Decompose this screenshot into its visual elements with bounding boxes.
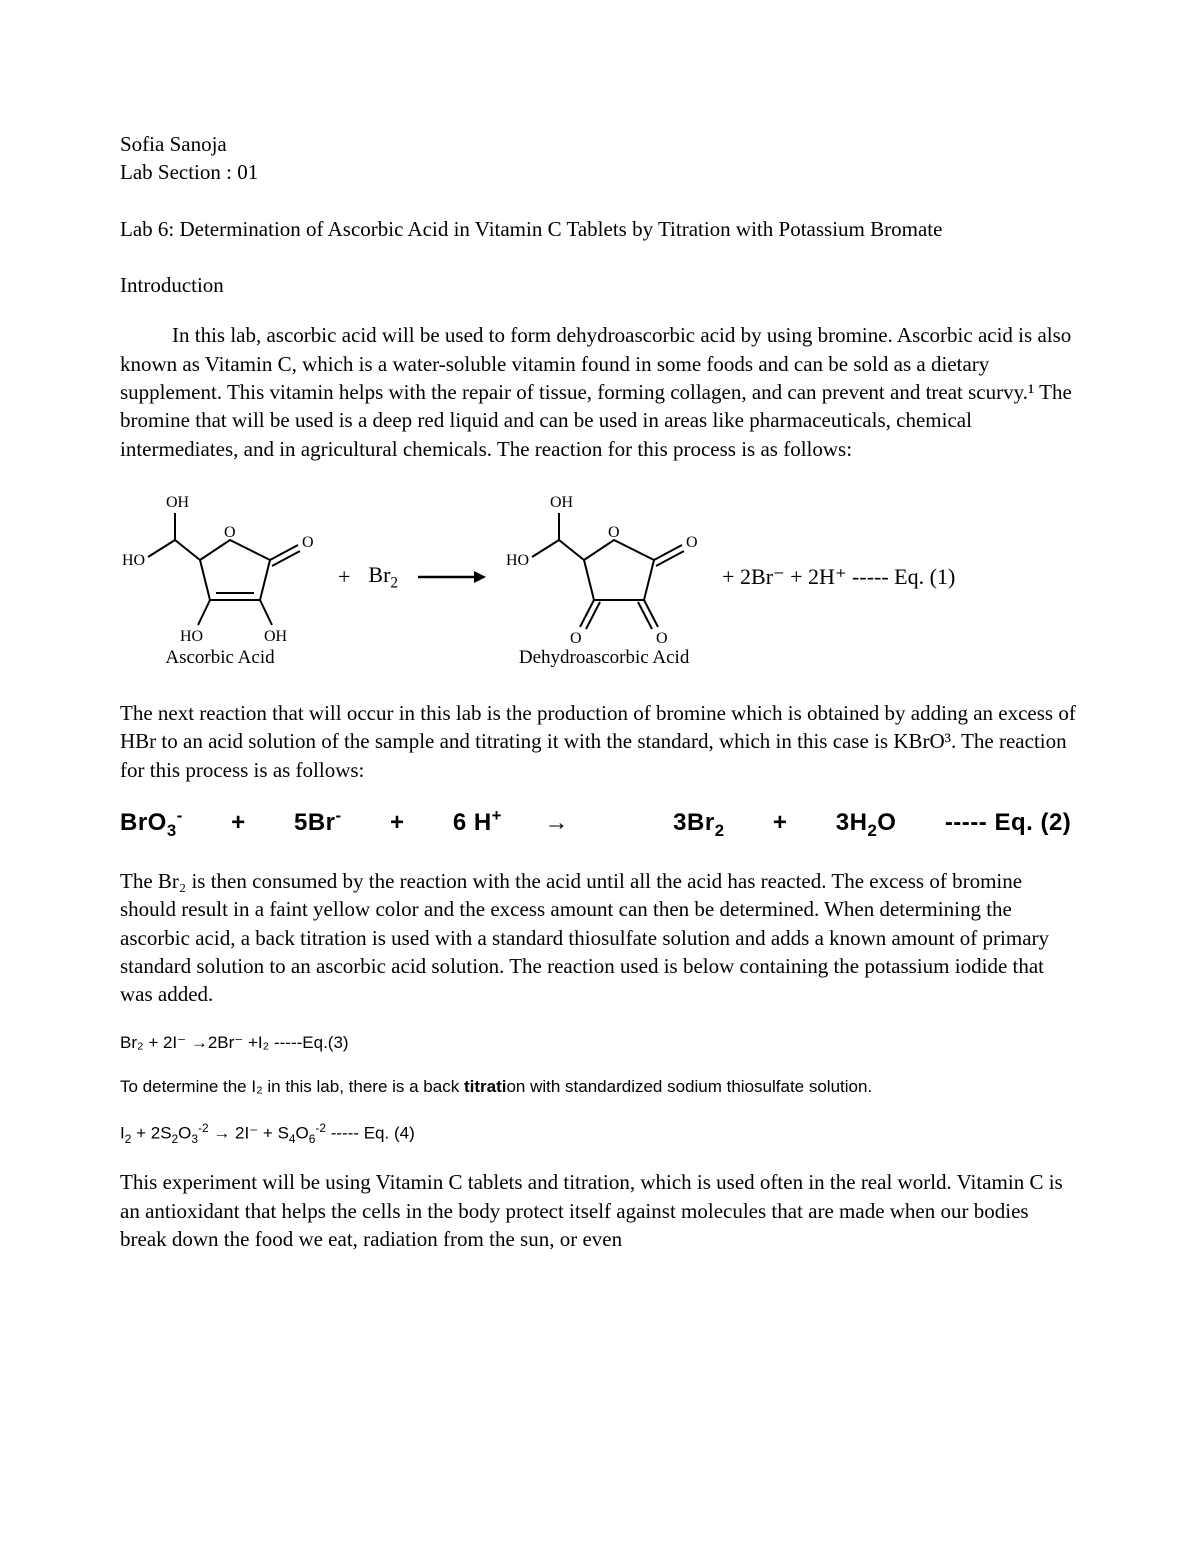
br2-formula: Br2 <box>368 562 398 592</box>
eq2-3br2: 3Br2 <box>673 809 724 841</box>
svg-text:O: O <box>608 524 620 541</box>
author-name: Sofia Sanoja <box>120 130 1080 158</box>
paragraph-4-bold: titrati <box>464 1077 507 1096</box>
eq2-5br: 5Br- <box>294 806 342 837</box>
lab-section-line: Lab Section : 01 <box>120 158 1080 186</box>
plus-sign-1: + <box>338 564 350 590</box>
eq2-plus-3: + <box>773 809 788 836</box>
equation-4: I2 + 2S2O3-2 → 2I⁻ + S4O6-2 ----- Eq. (4… <box>120 1120 1080 1148</box>
svg-text:O: O <box>656 630 668 645</box>
eq2-6h: 6 H+ <box>453 806 502 837</box>
equation-3: Br₂ + 2I⁻ →2Br⁻ +I₂ -----Eq.(3) <box>120 1031 1080 1056</box>
paragraph-4-post: on with standardized sodium thiosulfate … <box>506 1077 872 1096</box>
svg-text:OH: OH <box>166 494 190 511</box>
reaction-arrow-icon <box>416 567 486 587</box>
svg-text:O: O <box>570 630 582 645</box>
paragraph-2: The next reaction that will occur in thi… <box>120 699 1080 784</box>
ascorbic-acid-label: Ascorbic Acid <box>165 647 274 669</box>
svg-text:HO: HO <box>180 628 203 645</box>
dehydroascorbic-acid-structure: O O OH HO O O Dehydroascorbic Acid <box>504 485 704 669</box>
eq2-bro3: BrO3- <box>120 806 183 841</box>
reaction-1-products-text: + 2Br⁻ + 2H⁺ ----- Eq. (1) <box>722 564 955 590</box>
equation-2: BrO3- + 5Br- + 6 H+ → 3Br2 + 3H2O ----- … <box>120 806 1080 841</box>
intro-paragraph: In this lab, ascorbic acid will be used … <box>120 321 1080 463</box>
eq2-plus-1: + <box>231 809 246 836</box>
ascorbic-acid-svg: O O OH HO HO OH <box>120 485 320 645</box>
paragraph-5: This experiment will be using Vitamin C … <box>120 1168 1080 1253</box>
svg-text:O: O <box>686 534 698 551</box>
paragraph-4: To determine the I₂ in this lab, there i… <box>120 1075 1080 1100</box>
eq2-3h2o: 3H2O <box>836 809 897 841</box>
dehydroascorbic-acid-label: Dehydroascorbic Acid <box>519 647 689 669</box>
svg-text:OH: OH <box>264 628 288 645</box>
lab-report-page: Sofia Sanoja Lab Section : 01 Lab 6: Det… <box>0 0 1200 1553</box>
ascorbic-acid-structure: O O OH HO HO OH Ascorbic Acid <box>120 485 320 669</box>
lab-title: Lab 6: Determination of Ascorbic Acid in… <box>120 215 1080 243</box>
reaction-1-diagram: O O OH HO HO OH Ascorbic Acid + Br2 <box>120 485 1080 669</box>
eq2-tail-label: ----- Eq. (2) <box>945 809 1071 836</box>
paragraph-4-pre: To determine the I₂ in this lab, there i… <box>120 1077 464 1096</box>
header-block: Sofia Sanoja Lab Section : 01 <box>120 130 1080 187</box>
br2-sub: 2 <box>390 574 398 591</box>
br2-text: Br <box>368 562 390 587</box>
paragraph-3: The Br₂ is then consumed by the reaction… <box>120 867 1080 1009</box>
svg-text:HO: HO <box>122 552 145 569</box>
eq2-plus-2: + <box>390 809 405 836</box>
svg-text:O: O <box>302 534 314 551</box>
eq2-arrow: → <box>544 809 569 836</box>
svg-text:HO: HO <box>506 552 529 569</box>
dehydroascorbic-acid-svg: O O OH HO O O <box>504 485 704 645</box>
section-heading-introduction: Introduction <box>120 271 1080 299</box>
svg-text:O: O <box>224 524 236 541</box>
svg-text:OH: OH <box>550 494 574 511</box>
